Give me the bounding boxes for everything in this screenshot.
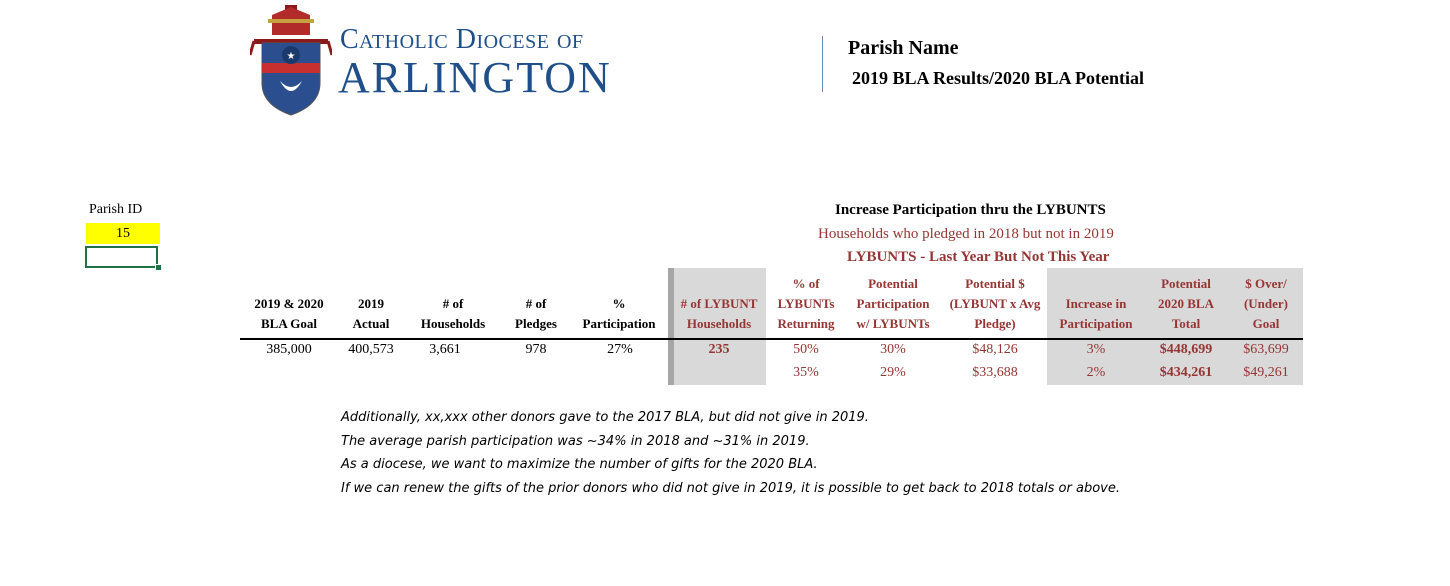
col-header-lybunt-households: # of LYBUNT Households [680,296,758,331]
note-line: The average parish participation was ~34… [341,434,810,449]
col-header-households: # of Households [420,296,486,331]
parish-name-heading: Parish Name [848,37,959,59]
results-shade [1047,268,1303,385]
col-header-potential-total: Potential 2020 BLA Total [1158,276,1214,331]
note-line: Additionally, xx,xxx other donors gave t… [341,410,869,425]
selected-cell[interactable] [85,246,158,268]
cell-potential-participation: 30% [880,342,906,357]
note-line: As a diocese, we want to maximize the nu… [341,457,818,472]
lybunt-households-left-border [668,268,674,385]
cell-participation: 27% [607,342,633,357]
cell-pct-returning: 50% [793,342,819,357]
cell-potential-total: $448,699 [1159,342,1213,357]
cell-households: 3,661 [429,342,461,357]
cell-potential-dollars: $48,126 [972,342,1018,357]
header-divider [822,36,823,92]
cell-lybunt-households: 235 [708,342,730,357]
logo-text-line1: Catholic Diocese of [340,24,584,55]
cell-pledges: 978 [525,342,547,357]
col-header-participation: % Participation [582,296,656,331]
cell-potential-dollars-2: $33,688 [972,365,1018,380]
report-title: 2019 BLA Results/2020 BLA Potential [852,68,1145,88]
col-header-potential-dollars: Potential $ (LYBUNT x Avg Pledge) [949,276,1041,331]
logo-text-line2: ARLINGTON [338,53,612,102]
cell-potential-total-2: $434,261 [1159,365,1213,380]
note-line: If we can renew the gifts of the prior d… [341,481,1120,496]
table-header-rule [240,338,1303,340]
cell-pct-returning-2: 35% [793,365,819,380]
cell-over-under-2: $49,261 [1243,365,1289,380]
diocese-crest-logo: ★ [250,5,332,116]
cell-over-under: $63,699 [1243,342,1289,357]
lybunt-households-shade [668,268,766,385]
parish-id-cell[interactable]: 15 [86,223,160,244]
fill-handle[interactable] [155,264,162,271]
cell-actual: 400,573 [348,342,394,357]
lybunt-section-subtitle: Households who pledged in 2018 but not i… [818,226,1114,242]
lybunt-section-title: Increase Participation thru the LYBUNTS [835,202,1106,218]
cell-potential-participation-2: 29% [880,365,906,380]
parish-id-label: Parish ID [89,202,143,217]
lybunt-definition: LYBUNTS - Last Year But Not This Year [847,249,1110,265]
col-header-increase-participation: Increase in Participation [1059,296,1133,331]
col-header-over-under: $ Over/(Under) Goal [1243,276,1289,331]
col-header-pledges: # of Pledges [515,296,557,331]
cell-goal: 385,000 [266,342,312,357]
col-header-actual: 2019 Actual [352,296,390,331]
col-header-goal: 2019 & 2020 BLA Goal [254,296,324,331]
col-header-pct-returning: % of LYBUNTs Returning [777,276,835,331]
cell-increase-participation: 3% [1086,342,1106,357]
cell-increase-participation-2: 2% [1086,365,1106,380]
col-header-potential-participation: Potential Participation w/ LYBUNTs [856,276,930,331]
svg-text:★: ★ [287,51,296,62]
